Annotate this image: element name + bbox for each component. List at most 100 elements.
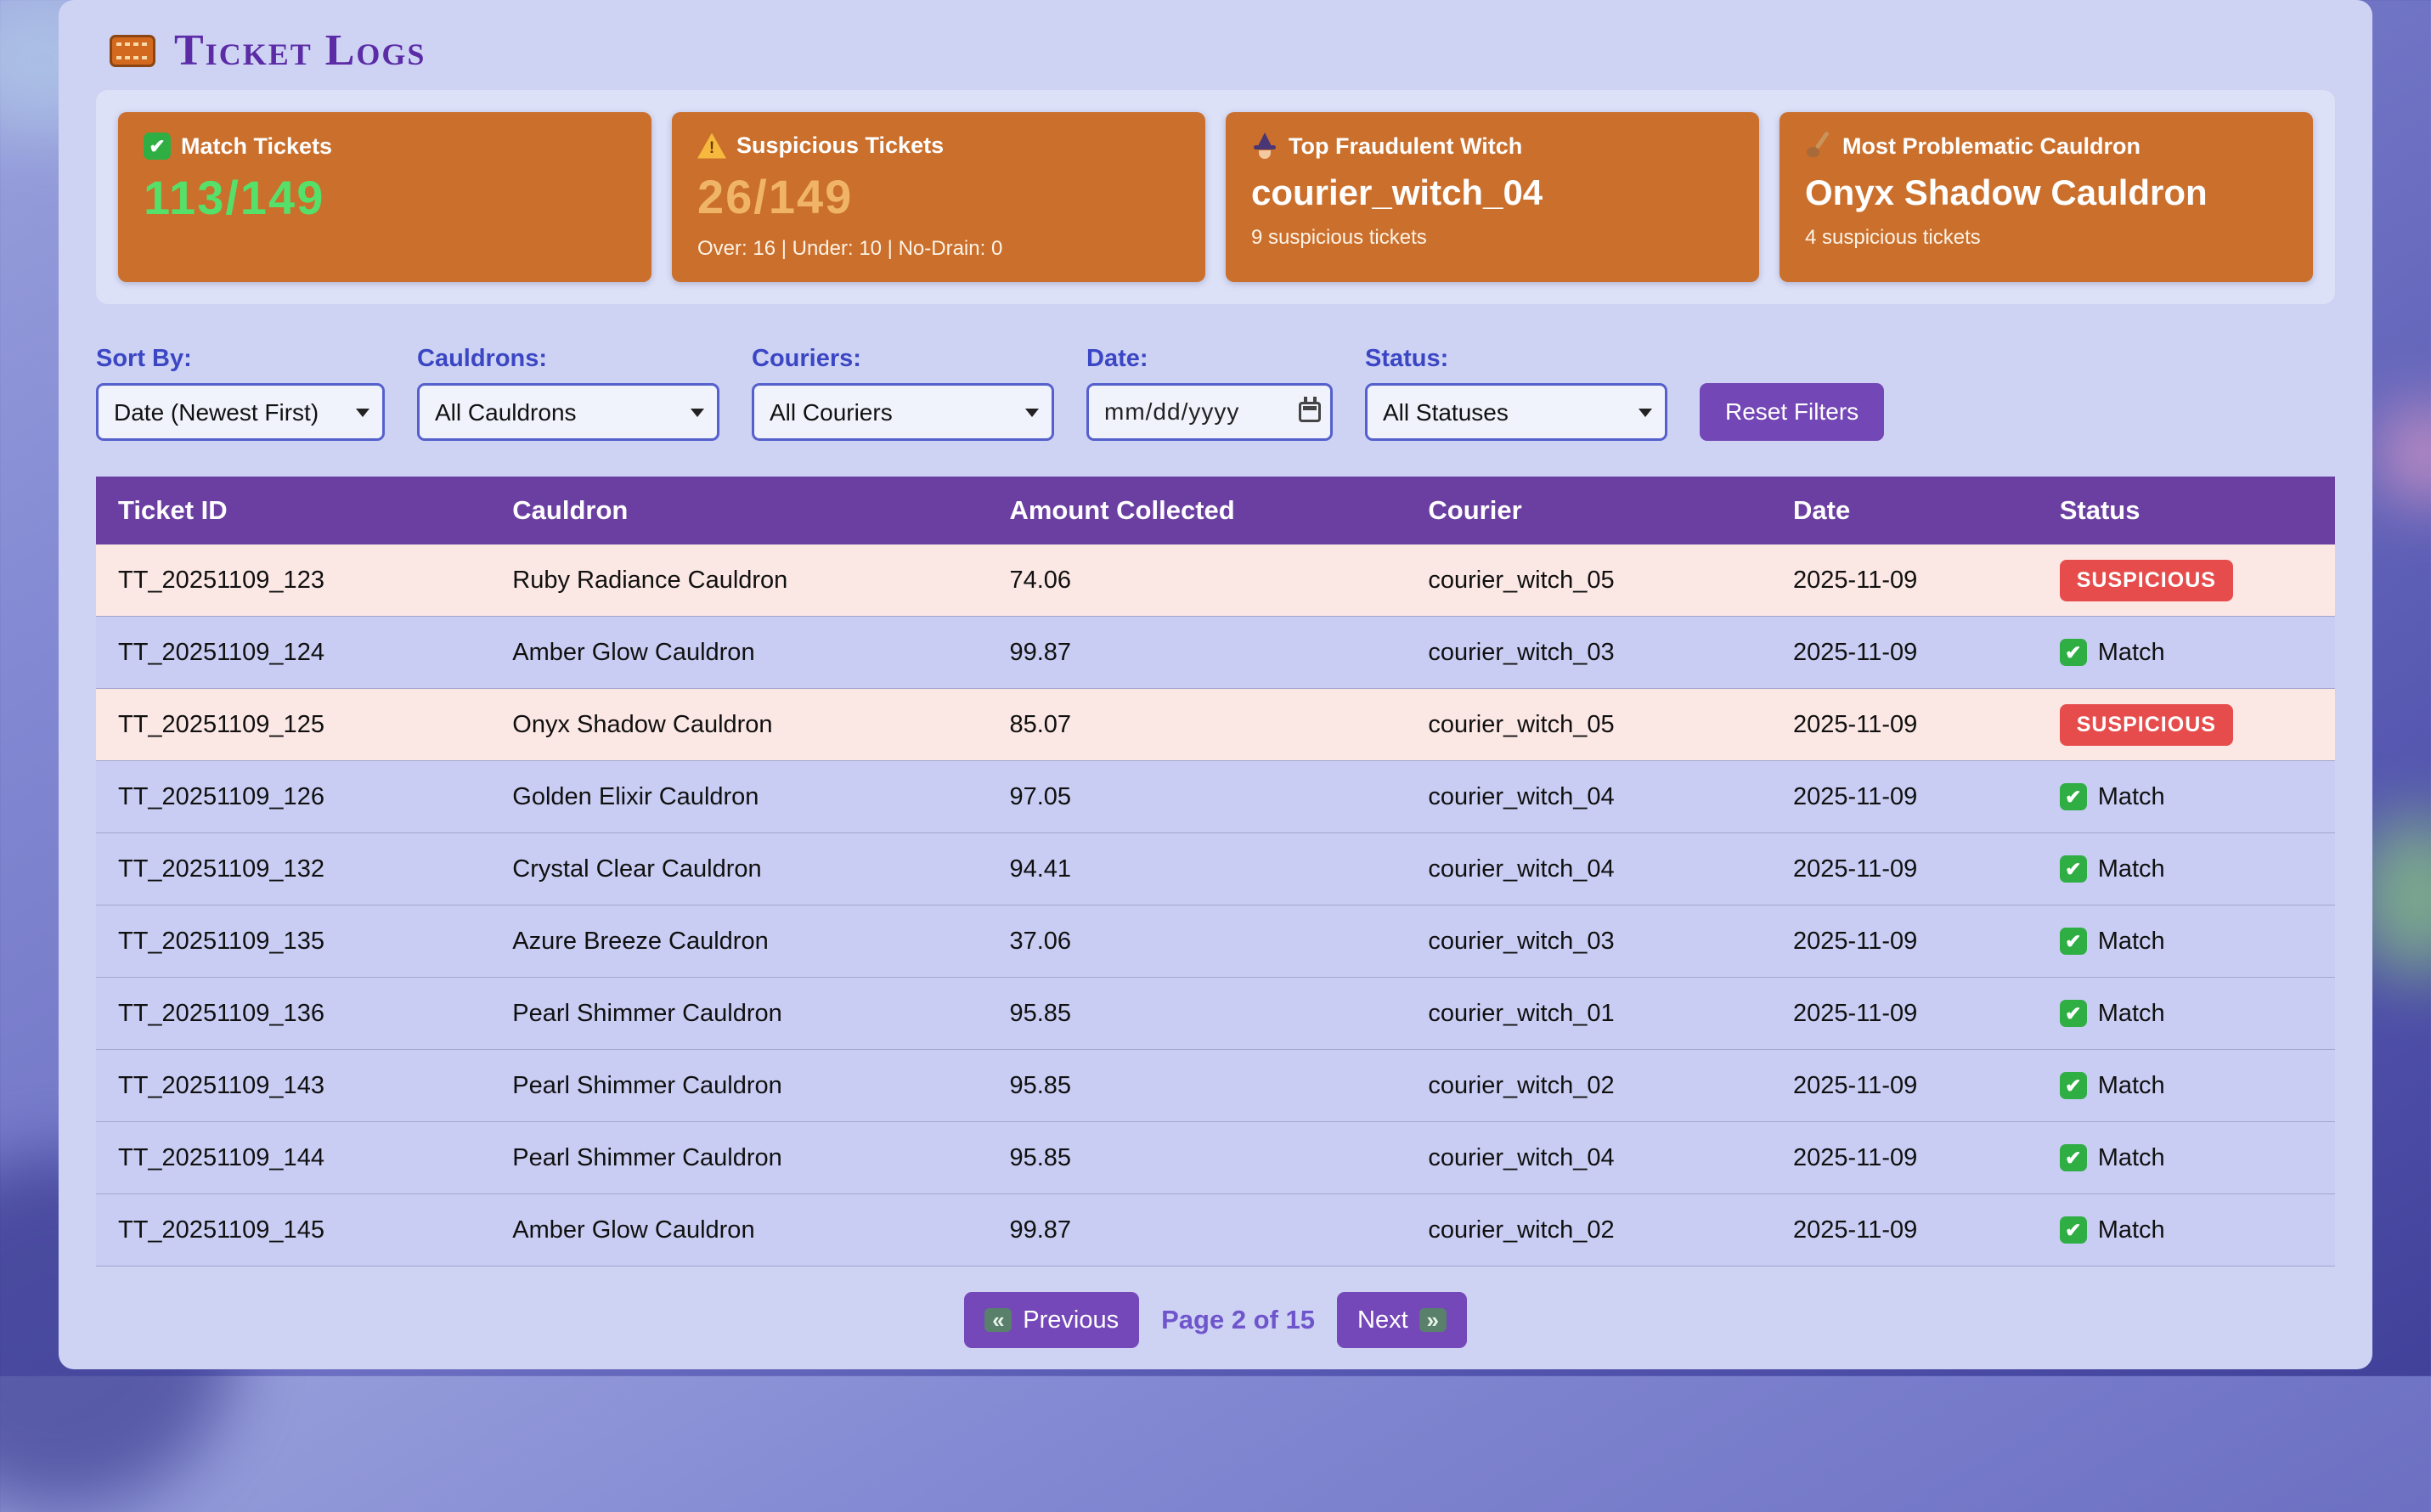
ticket-id-cell: TT_20251109_136	[96, 1000, 512, 1028]
ticket-table: Ticket ID Cauldron Amount Collected Cour…	[96, 477, 2335, 1267]
rewind-icon	[984, 1308, 1012, 1332]
couriers-label: Couriers:	[752, 345, 1054, 373]
stat-card-value: courier_witch_04	[1251, 173, 1734, 212]
ticket-id-cell: TT_20251109_145	[96, 1216, 512, 1244]
stat-card-match-tickets: ✔ Match Tickets 113/149	[118, 112, 651, 282]
sort-select-wrap: Date (Newest First)	[96, 383, 385, 441]
filter-group-cauldrons: Cauldrons: All Cauldrons	[417, 345, 719, 441]
status-select[interactable]: All Statuses	[1365, 383, 1667, 441]
status-cell: ✔ Match	[2060, 855, 2335, 883]
cauldron-cell: Amber Glow Cauldron	[512, 639, 1009, 667]
cauldron-cell: Onyx Shadow Cauldron	[512, 711, 1009, 739]
app-container: Ticket Logs ✔ Match Tickets 113/149 ! Su…	[59, 0, 2372, 1369]
filter-group-sort: Sort By: Date (Newest First)	[96, 345, 385, 441]
couriers-select-wrap: All Couriers	[752, 383, 1054, 441]
match-status-label: Match	[2098, 639, 2165, 667]
table-row[interactable]: TT_20251109_124 Amber Glow Cauldron 99.8…	[96, 617, 2335, 689]
couriers-select[interactable]: All Couriers	[752, 383, 1054, 441]
courier-cell: courier_witch_05	[1428, 711, 1793, 739]
warning-icon: !	[697, 133, 726, 159]
match-status-label: Match	[2098, 1144, 2165, 1172]
date-input-wrap	[1086, 383, 1333, 441]
status-cell: ✔ Match	[2060, 1072, 2335, 1100]
reset-filters-button[interactable]: Reset Filters	[1700, 383, 1884, 441]
match-status-label: Match	[2098, 1072, 2165, 1100]
column-header-date: Date	[1793, 495, 2060, 526]
filter-bar: Sort By: Date (Newest First) Cauldrons: …	[96, 345, 2335, 441]
table-row[interactable]: TT_20251109_132 Crystal Clear Cauldron 9…	[96, 833, 2335, 906]
status-cell: ✔Match	[2060, 783, 2335, 811]
amount-cell: 74.06	[1009, 567, 1428, 595]
previous-page-button[interactable]: Previous	[964, 1292, 1139, 1348]
courier-cell: courier_witch_03	[1428, 928, 1793, 956]
status-cell: ✔Match	[2060, 928, 2335, 956]
table-row[interactable]: TT_20251109_143 Pearl Shimmer Cauldron 9…	[96, 1050, 2335, 1122]
cauldron-cell: Crystal Clear Cauldron	[512, 855, 1009, 883]
check-icon: ✔	[144, 133, 171, 160]
table-row[interactable]: TT_20251109_126 Golden Elixir Cauldron 9…	[96, 761, 2335, 833]
match-status-label: Match	[2098, 1000, 2165, 1028]
cauldron-cell: Pearl Shimmer Cauldron	[512, 1072, 1009, 1100]
match-status-label: Match	[2098, 855, 2165, 883]
stat-card-label: Suspicious Tickets	[736, 133, 944, 159]
stat-card-value: Onyx Shadow Cauldron	[1805, 173, 2287, 212]
previous-page-label: Previous	[1023, 1306, 1119, 1334]
filter-group-status: Status: All Statuses	[1365, 345, 1667, 441]
cauldron-cell: Pearl Shimmer Cauldron	[512, 1000, 1009, 1028]
courier-cell: courier_witch_01	[1428, 1000, 1793, 1028]
stat-card-most-problematic-cauldron: Most Problematic Cauldron Onyx Shadow Ca…	[1780, 112, 2313, 282]
amount-cell: 97.05	[1009, 783, 1428, 811]
stat-card-label: Top Fraudulent Witch	[1289, 133, 1522, 160]
cauldrons-label: Cauldrons:	[417, 345, 719, 373]
column-header-courier: Courier	[1428, 495, 1793, 526]
date-cell: 2025-11-09	[1793, 1072, 2060, 1100]
stat-card-header: ✔ Match Tickets	[144, 133, 626, 160]
cauldron-cell: Ruby Radiance Cauldron	[512, 567, 1009, 595]
next-page-button[interactable]: Next	[1337, 1292, 1467, 1348]
ticket-icon	[110, 35, 155, 67]
table-row[interactable]: TT_20251109_136 Pearl Shimmer Cauldron 9…	[96, 978, 2335, 1050]
courier-cell: courier_witch_04	[1428, 1144, 1793, 1172]
date-cell: 2025-11-09	[1793, 711, 2060, 739]
amount-cell: 99.87	[1009, 1216, 1428, 1244]
calendar-icon[interactable]	[1299, 402, 1321, 422]
table-body: TT_20251109_123 Ruby Radiance Cauldron 7…	[96, 544, 2335, 1267]
page-title: Ticket Logs	[174, 29, 426, 73]
ticket-id-cell: TT_20251109_124	[96, 639, 512, 667]
status-cell: ✔Match	[2060, 1000, 2335, 1028]
stat-card-header: Most Problematic Cauldron	[1805, 133, 2287, 160]
stat-card-header: ! Suspicious Tickets	[697, 133, 1180, 159]
column-header-status: Status	[2060, 495, 2335, 526]
check-icon: ✔	[2060, 1072, 2087, 1099]
table-row[interactable]: TT_20251109_123 Ruby Radiance Cauldron 7…	[96, 544, 2335, 617]
status-cell: ✔Match	[2060, 1144, 2335, 1172]
filter-group-couriers: Couriers: All Couriers	[752, 345, 1054, 441]
table-row[interactable]: TT_20251109_145 Amber Glow Cauldron 99.8…	[96, 1194, 2335, 1267]
date-input[interactable]	[1086, 383, 1333, 441]
stat-card-label: Most Problematic Cauldron	[1842, 133, 2141, 160]
filter-group-date: Date:	[1086, 345, 1333, 441]
stat-card-sub: 4 suspicious tickets	[1805, 226, 2287, 250]
courier-cell: courier_witch_05	[1428, 567, 1793, 595]
table-row[interactable]: TT_20251109_144 Pearl Shimmer Cauldron 9…	[96, 1122, 2335, 1194]
date-cell: 2025-11-09	[1793, 567, 2060, 595]
page-indicator: Page 2 of 15	[1161, 1305, 1315, 1335]
column-header-amount: Amount Collected	[1009, 495, 1428, 526]
suspicious-badge: SUSPICIOUS	[2060, 704, 2233, 746]
courier-cell: courier_witch_02	[1428, 1072, 1793, 1100]
date-cell: 2025-11-09	[1793, 928, 2060, 956]
witch-icon	[1251, 133, 1278, 160]
cauldron-cell: Amber Glow Cauldron	[512, 1216, 1009, 1244]
status-cell: ✔Match	[2060, 1216, 2335, 1244]
ladle-icon	[1805, 133, 1832, 160]
status-label: Status:	[1365, 345, 1667, 373]
ticket-id-cell: TT_20251109_132	[96, 855, 512, 883]
table-row[interactable]: TT_20251109_125 Onyx Shadow Cauldron 85.…	[96, 689, 2335, 761]
check-icon: ✔	[2060, 855, 2087, 883]
cauldrons-select[interactable]: All Cauldrons	[417, 383, 719, 441]
sort-select[interactable]: Date (Newest First)	[96, 383, 385, 441]
cauldron-cell: Golden Elixir Cauldron	[512, 783, 1009, 811]
table-row[interactable]: TT_20251109_135 Azure Breeze Cauldron 37…	[96, 906, 2335, 978]
column-header-cauldron: Cauldron	[512, 495, 1009, 526]
date-cell: 2025-11-09	[1793, 855, 2060, 883]
